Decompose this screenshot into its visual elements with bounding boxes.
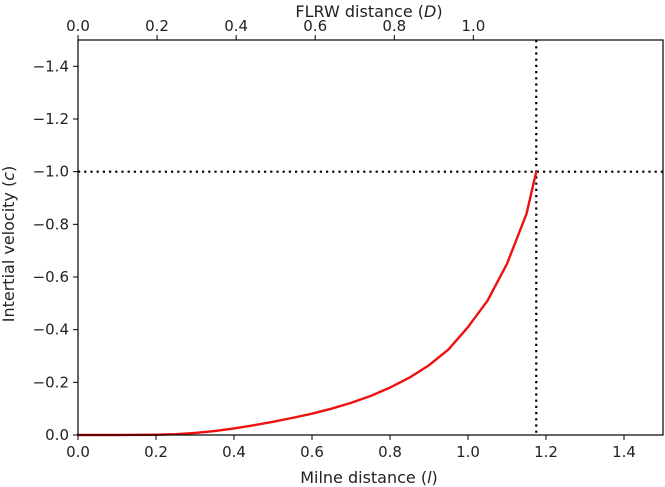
axes-layer: 0.0 0.2 0.4 0.6 0.8 1.0 1.2 1.4 0.0 0.2 0.4 0.6 0.8 1… (33, 17, 664, 461)
x-axis-title: Milne distance (l) (300, 468, 438, 487)
x-tick-label: 0.0 (66, 443, 90, 461)
plot-frame (77, 39, 664, 436)
x-tick-label: 0.6 (300, 443, 324, 461)
y-tick-label: −1.2 (33, 110, 69, 128)
plot-layer (76, 40, 663, 437)
y-tick-label: −1.4 (33, 57, 69, 75)
top-x-tick-label: 0.4 (224, 17, 248, 35)
x-tick-label: 0.4 (222, 443, 246, 461)
series-line-0 (76, 170, 538, 437)
top-x-tick-label: 1.0 (461, 17, 485, 35)
top-x-tick-label: 0.2 (145, 17, 169, 35)
top-x-axis-title: FLRW distance (D) (295, 2, 442, 21)
top-x-tick-label: 0.8 (382, 17, 406, 35)
y-tick-label: 0.0 (45, 426, 69, 444)
x-tick-label: 1.2 (534, 443, 558, 461)
y-tick-label: −0.2 (33, 373, 69, 391)
y-tick-label: −0.4 (33, 321, 69, 339)
top-x-tick-label: 0.0 (66, 17, 90, 35)
y-tick-label: −1.0 (33, 163, 69, 181)
y-tick-label: −0.8 (33, 215, 69, 233)
y-tick-label: −0.6 (33, 268, 69, 286)
x-tick-label: 1.4 (612, 443, 636, 461)
top-x-tick-label: 0.6 (303, 17, 327, 35)
x-tick-label: 1.0 (456, 443, 480, 461)
x-tick-label: 0.8 (378, 443, 402, 461)
y-axis-title: Intertial velocity (c) (0, 166, 18, 323)
x-tick-label: 0.2 (144, 443, 168, 461)
